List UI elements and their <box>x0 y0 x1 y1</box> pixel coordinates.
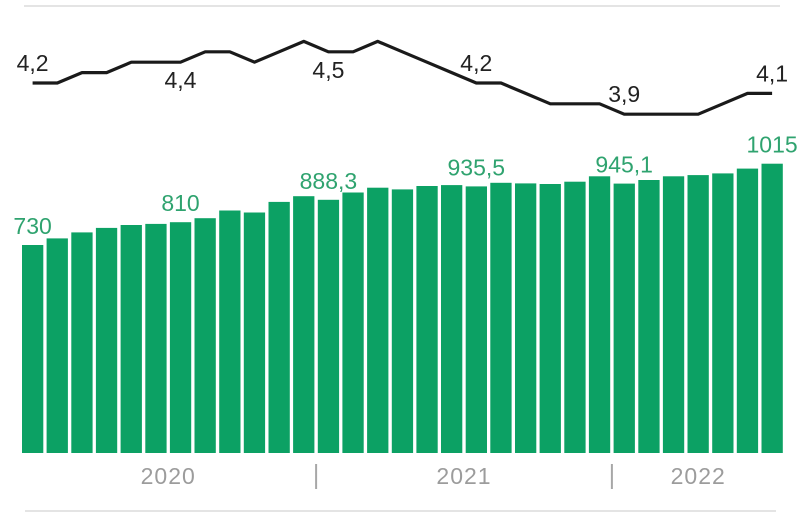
bar-month-18 <box>441 185 463 453</box>
bar-month-23 <box>564 181 586 453</box>
bar-month-22 <box>539 184 561 453</box>
line-label: 3,9 <box>608 81 640 107</box>
line-label: 4,4 <box>165 67 197 93</box>
line-label: 4,2 <box>17 50 49 76</box>
bar-month-21 <box>515 183 537 453</box>
year-label-2021: 2021 <box>436 463 491 489</box>
bar-month-12 <box>293 196 315 453</box>
bar-label: 1015 <box>747 132 798 158</box>
rate-line <box>32 39 773 116</box>
bar-month-30 <box>736 168 759 453</box>
bar-month-1 <box>22 245 44 453</box>
bar-month-15 <box>367 187 389 453</box>
bar-month-7 <box>169 222 192 453</box>
bar-month-9 <box>219 210 241 453</box>
bar-month-20 <box>490 182 512 454</box>
bar-label: 935,5 <box>448 154 506 180</box>
bar-month-31 <box>761 163 783 453</box>
bar-month-5 <box>120 225 142 453</box>
bar-month-16 <box>391 189 414 453</box>
bar-month-25 <box>613 183 635 453</box>
bar-label: 888,3 <box>300 168 358 194</box>
line-label: 4,2 <box>460 50 492 76</box>
line-label: 4,1 <box>756 60 788 86</box>
bar-month-27 <box>662 176 685 454</box>
bar-month-2 <box>46 238 68 453</box>
bar-month-24 <box>588 176 611 454</box>
year-label-2020: 2020 <box>141 463 196 489</box>
year-label-2022: 2022 <box>671 463 726 489</box>
bar-month-10 <box>243 212 266 453</box>
bar-label: 945,1 <box>595 152 653 178</box>
line-label: 4,5 <box>312 57 344 83</box>
bar-month-26 <box>638 180 660 453</box>
bar-month-4 <box>95 227 118 453</box>
bar-label: 730 <box>13 213 51 239</box>
bar-month-19 <box>465 186 487 453</box>
bar-month-8 <box>194 218 216 453</box>
bar-month-28 <box>687 175 709 453</box>
bar-month-14 <box>342 192 364 453</box>
bar-month-11 <box>268 201 290 453</box>
bar-month-29 <box>712 173 734 453</box>
bar-label: 810 <box>161 190 199 216</box>
bar-month-3 <box>71 232 93 453</box>
bar-month-17 <box>416 186 438 453</box>
bar-month-6 <box>145 223 167 453</box>
bar-month-13 <box>317 199 340 453</box>
